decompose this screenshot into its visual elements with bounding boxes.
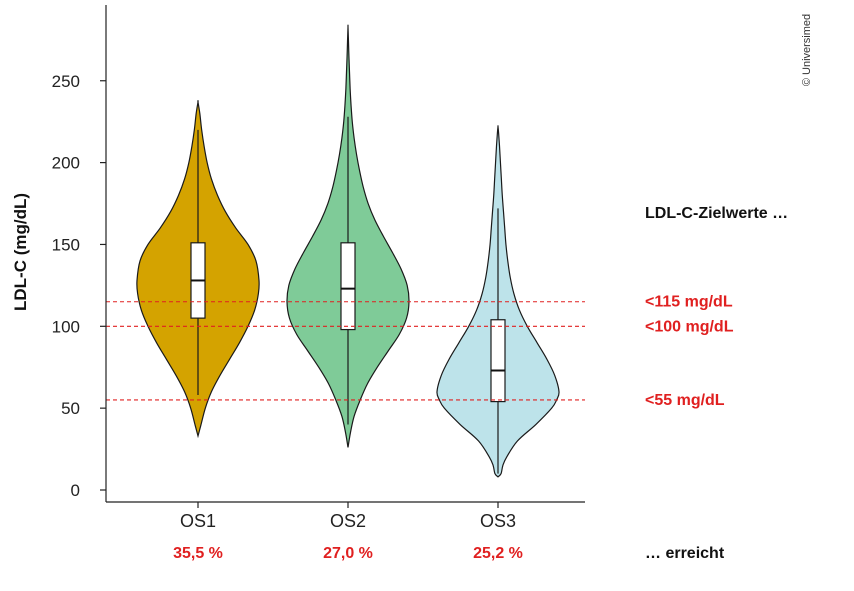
axes-layer: 0 50 100 150 200 250 OS1 OS2 OS3 LDL-C (mg/dL) (11, 5, 585, 531)
box-os2 (340, 242, 356, 331)
reference-label-55: <55 mg/dL (645, 392, 725, 409)
violins-layer (136, 24, 560, 478)
x-tick-label-os1: OS1 (180, 511, 216, 531)
box-os3 (490, 319, 506, 403)
y-axis-label: LDL-C (mg/dL) (11, 193, 30, 311)
reference-lines-layer (106, 301, 585, 401)
targets-title: LDL-C-Zielwerte … (645, 205, 788, 222)
copyright-text: © Universimed (801, 14, 813, 86)
y-tick-label-200: 200 (52, 154, 80, 173)
pct-reached-os3: 25,2 % (473, 545, 523, 562)
y-tick-label-250: 250 (52, 72, 80, 91)
y-tick-label-0: 0 (71, 481, 80, 500)
x-tick-label-os3: OS3 (480, 511, 516, 531)
pct-reached-os2: 27,0 % (323, 545, 373, 562)
reference-label-100: <100 mg/dL (645, 318, 734, 335)
violin-os3 (436, 125, 560, 478)
y-tick-label-150: 150 (52, 235, 80, 254)
y-tick-label-100: 100 (52, 317, 80, 336)
y-tick-label-50: 50 (61, 399, 80, 418)
violin-os2 (286, 24, 410, 448)
labels-layer: <115 mg/dL <100 mg/dL <55 mg/dL 35,5 % 27,0 … (173, 14, 813, 562)
reached-label: … erreicht (645, 545, 725, 562)
reference-label-115: <115 mg/dL (645, 294, 733, 311)
pct-reached-os1: 35,5 % (173, 545, 223, 562)
x-tick-label-os2: OS2 (330, 511, 366, 531)
violin-os1 (136, 99, 260, 439)
